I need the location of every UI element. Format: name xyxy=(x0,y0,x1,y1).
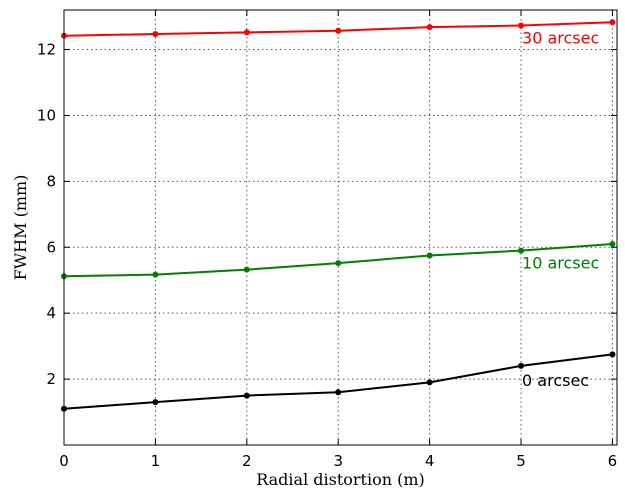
data-point xyxy=(243,392,250,399)
data-point xyxy=(426,24,433,31)
grid-lines xyxy=(63,10,617,445)
data-point xyxy=(243,266,250,273)
y-tick-label: 10 xyxy=(37,106,56,124)
x-tick-label: 3 xyxy=(333,452,343,470)
data-point xyxy=(518,247,525,254)
data-point xyxy=(609,240,616,247)
y-axis-label: FWHM (mm) xyxy=(11,175,30,281)
data-point xyxy=(609,19,616,26)
x-axis-ticks: 0 1 2 3 4 5 6 xyxy=(59,10,617,470)
x-tick-label: 2 xyxy=(242,452,252,470)
data-point xyxy=(518,362,525,369)
data-point xyxy=(335,260,342,267)
y-tick-label: 4 xyxy=(46,304,56,322)
data-point xyxy=(426,252,433,259)
y-tick-label: 8 xyxy=(46,172,56,190)
x-tick-label: 1 xyxy=(151,452,161,470)
data-point xyxy=(152,399,159,406)
data-point xyxy=(335,27,342,34)
series-lines xyxy=(61,19,616,412)
x-axis-label: Radial distortion (m) xyxy=(256,470,425,489)
x-tick-label: 6 xyxy=(608,452,618,470)
y-tick-label: 2 xyxy=(46,370,56,388)
x-tick-label: 4 xyxy=(425,452,435,470)
x-tick-label: 0 xyxy=(59,452,69,470)
y-tick-label: 12 xyxy=(37,41,56,59)
series-label: 0 arcsec xyxy=(522,371,589,390)
data-point xyxy=(152,271,159,278)
y-axis-ticks: 2 4 6 8 10 12 xyxy=(37,41,617,388)
plot-frame xyxy=(63,9,618,446)
x-tick-label: 5 xyxy=(516,452,526,470)
data-point xyxy=(609,351,616,358)
data-point xyxy=(243,29,250,36)
data-point xyxy=(426,379,433,386)
data-point xyxy=(518,22,525,29)
y-tick-label: 6 xyxy=(46,238,56,256)
series-labels: 30 arcsec 10 arcsec 0 arcsec xyxy=(522,28,599,389)
data-point xyxy=(335,389,342,396)
series-label: 30 arcsec xyxy=(522,28,599,47)
series-label: 10 arcsec xyxy=(522,254,599,273)
data-point xyxy=(152,31,159,38)
